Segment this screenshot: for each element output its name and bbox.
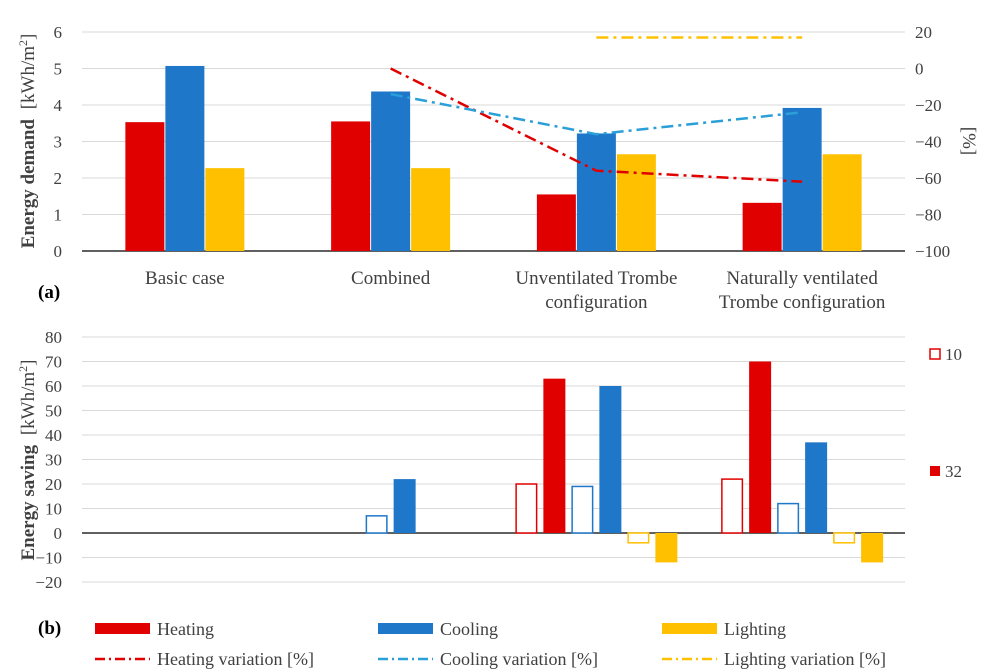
panel-b-bar-lighting-10 [627,532,650,544]
side-legend-outline-swatch [929,348,941,360]
legend-lighting-var-label: Lighting variation [%] [724,649,886,669]
panel-a-bar-lighting [205,168,245,251]
panel-a-bar-lighting [616,154,656,251]
legend-cooling-var-label: Cooling variation [%] [440,649,598,669]
panel-b-y-tick-label: 30 [45,451,62,470]
panel-b-y-axis-title-sup: 2 [16,366,30,372]
panel-a-y-tick-label: 1 [54,206,63,225]
panel-a-bar-heating [536,194,576,251]
panel-a-bar-lighting [822,154,862,251]
panel-a-y-axis-title: Energy demand [kWh/m2] [16,34,39,249]
legend: Heating Cooling Lighting Heating variati… [95,619,886,669]
panel-a-line-cooling-variation [390,92,803,136]
panel-b-bar-heating-10 [721,478,744,534]
panel-a-category-label: Basic case [145,268,225,289]
panel-b-bar-lighting-32 [861,533,884,563]
panel-a-bar-heating [331,121,371,251]
panel-a-category-label: Unventilated Trombe [515,268,677,289]
panel-b-bar-cooling-32 [393,479,416,533]
panel-b-bar-lighting-32 [655,533,678,563]
panel-a-bar-cooling [782,107,822,251]
panel-b-y-tick-label: 20 [45,475,62,494]
panel-b-bar-cooling-10 [571,485,594,534]
legend-heating-label: Heating [157,619,214,639]
panel-a-y2-tick-label: −100 [915,242,950,261]
panel-a-bar-cooling [371,91,411,252]
panel-a-bar-lighting [411,168,451,251]
panel-b-y-tick-label: −20 [35,573,62,592]
panel-a-y-tick-label: 2 [54,169,63,188]
panel-a-y-axis-title-close: ] [18,34,39,40]
legend-cooling-swatch [378,623,433,634]
panel-a-y2-tick-label: 0 [915,60,924,79]
panel-b-y-tick-label: 50 [45,402,62,421]
panel-a-line-heating-variation [390,67,803,183]
panel-b-y-axis-title-unit: [kWh/m [18,372,39,436]
panel-a-bar-heating [742,202,782,251]
panel-a-y2-tick-label: −40 [915,133,942,152]
panel-a-y2-tick-label: −80 [915,206,942,225]
panel-a-y-tick-label: 5 [54,60,63,79]
panel-a-y-tick-label: 4 [54,96,63,115]
panel-b-bar-heating-10 [515,483,538,534]
panel-a-category-label: Combined [351,268,431,289]
panel-a-y-axis-title-unit: [kWh/m [18,46,39,110]
panel-a-bar-heating [125,122,165,251]
panel-b-y-tick-label: 80 [45,328,62,347]
panel-b-y-axis-title-main: Energy saving [18,444,39,560]
panel-b-y-tick-label: 40 [45,426,62,445]
legend-heating-var-label: Heating variation [%] [157,649,314,669]
legend-heating-swatch [95,623,150,634]
legend-lighting-label: Lighting [724,619,786,639]
panel-b-bar-cooling-32 [805,442,828,533]
panel-a-y-tick-label: 0 [54,242,63,261]
panel-b-label: (b) [38,618,61,639]
panel-a-bar-cooling [165,65,205,251]
side-legend: 10 32 [929,345,962,481]
panel-a-y-tick-label: 6 [54,23,63,42]
panel-a-label: (a) [38,282,60,303]
panel-b-y-tick-label: 10 [45,500,62,519]
panel-b-y-axis-title-close: ] [18,359,39,365]
panel-b-y-tick-label: 70 [45,353,62,372]
panel-b-bar-cooling-32 [599,386,622,533]
panel-a-y-axis-title-main: Energy demand [18,119,39,249]
panel-b-y-axis-title: Energy saving [kWh/m2] [16,359,39,560]
panel-b-y-tick-label: −10 [35,549,62,568]
panel-a-y2-tick-label: −60 [915,169,942,188]
panel-b-bar-cooling-10 [777,502,800,534]
panel-b-y-tick-label: 0 [54,524,63,543]
panel-a-category-label: Trombe configuration [719,292,886,313]
panel-b: −20 −10 0 10 20 30 40 50 60 70 80 [35,328,905,592]
panel-b-bar-heating-32 [543,378,566,533]
legend-lighting-swatch [662,623,717,634]
panel-b-y-tick-label: 60 [45,377,62,396]
side-legend-solid-label: 32 [945,462,962,481]
panel-a-category-label: configuration [545,292,648,313]
panel-a-y2-axis-title: [%] [958,127,979,155]
legend-cooling-label: Cooling [440,619,498,639]
panel-b-bar-heating-32 [749,361,772,533]
panel-a-y-axis-title-sup: 2 [16,40,30,46]
side-legend-solid-swatch [930,466,940,476]
panel-a: 0 1 2 3 4 5 6 20 0 −20 −40 −60 −80 −100 Basic case Comb… [54,23,951,313]
panel-a-y2-tick-label: 20 [915,23,932,42]
panel-b-bar-cooling-10 [365,515,388,534]
panel-a-y-tick-label: 3 [54,133,63,152]
side-legend-outline-label: 10 [945,345,962,364]
panel-a-bar-cooling [576,133,616,251]
panel-b-bar-lighting-10 [833,532,856,544]
panel-a-y2-tick-label: −20 [915,96,942,115]
panel-a-category-label: Naturally ventilated [726,268,878,289]
